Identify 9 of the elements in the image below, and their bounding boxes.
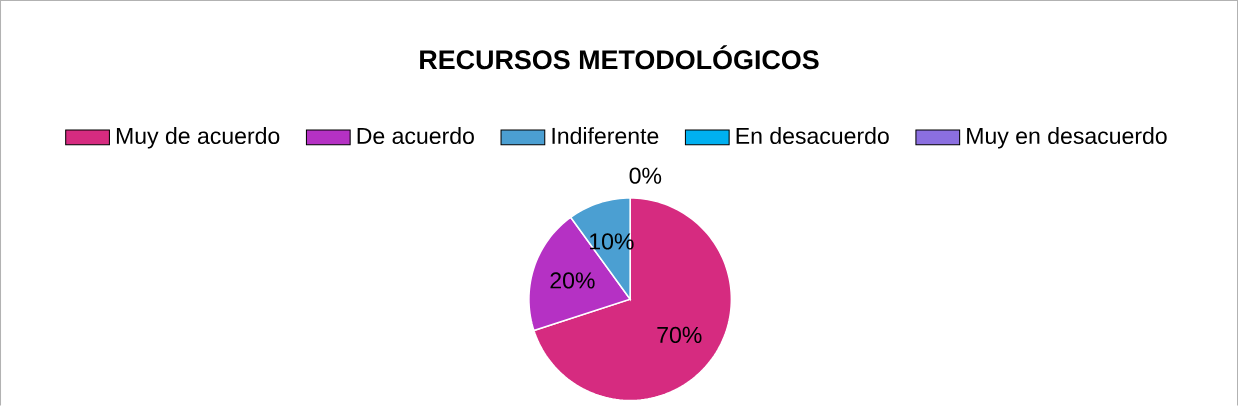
legend-label: En desacuerdo xyxy=(736,127,889,145)
legend-label: Muy de acuerdo xyxy=(116,127,280,149)
data-label: 20% xyxy=(550,272,595,289)
chart-title: RECURSOS METODOLÓGICOS xyxy=(420,45,819,70)
legend-label: Indiferente xyxy=(552,127,659,145)
data-label: 70% xyxy=(657,326,702,344)
legend-label: Muy en desacuerdo xyxy=(967,127,1167,149)
text: 0% xyxy=(629,167,662,184)
legend-label: De acuerdo xyxy=(357,127,474,145)
